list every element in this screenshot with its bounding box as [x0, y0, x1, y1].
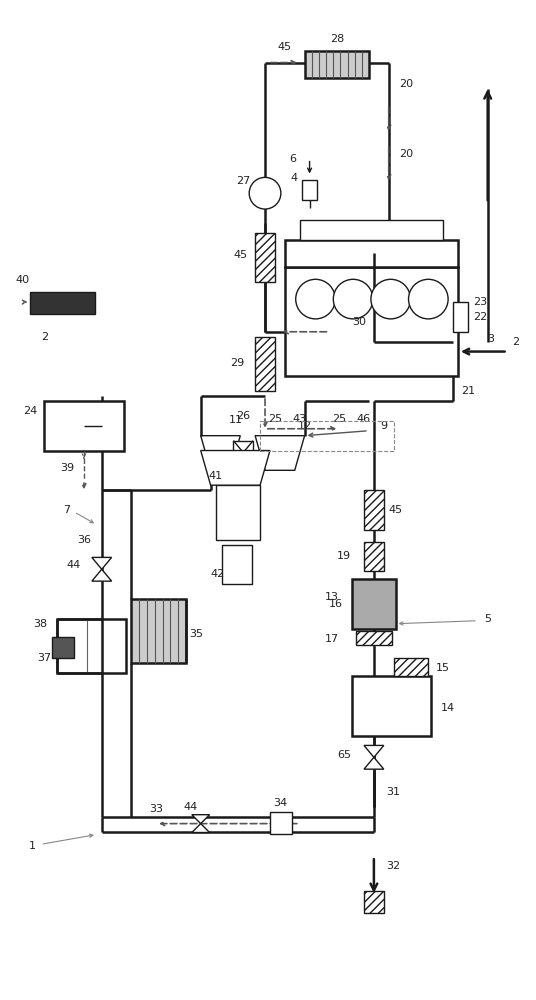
Bar: [233, 441, 253, 464]
Bar: [260, 421, 393, 451]
Text: 20: 20: [399, 79, 414, 89]
Bar: [304, 51, 369, 78]
Polygon shape: [92, 557, 111, 569]
Circle shape: [296, 279, 336, 319]
Text: 44: 44: [184, 802, 198, 812]
Text: 12: 12: [297, 421, 311, 431]
Bar: [255, 233, 275, 282]
Text: 34: 34: [273, 798, 287, 808]
Text: 45: 45: [233, 250, 247, 260]
Bar: [52, 637, 74, 658]
Bar: [364, 490, 384, 530]
Text: 44: 44: [67, 560, 81, 570]
Text: 40: 40: [16, 275, 29, 285]
Polygon shape: [192, 815, 210, 824]
Bar: [300, 220, 443, 240]
Text: 45: 45: [389, 505, 403, 515]
Text: 24: 24: [24, 406, 38, 416]
Text: 7: 7: [64, 505, 71, 515]
Bar: [302, 180, 317, 200]
Bar: [57, 619, 126, 673]
Text: 23: 23: [473, 297, 487, 307]
Polygon shape: [364, 745, 384, 757]
Bar: [356, 631, 392, 645]
Text: 27: 27: [236, 176, 250, 186]
Text: 22: 22: [473, 312, 487, 322]
Text: 35: 35: [189, 629, 203, 639]
Polygon shape: [92, 569, 111, 581]
Text: 31: 31: [386, 787, 401, 797]
Text: 26: 26: [236, 411, 250, 421]
Text: 41: 41: [209, 471, 222, 481]
Text: 13: 13: [325, 592, 339, 602]
Bar: [222, 545, 252, 584]
Text: 37: 37: [38, 653, 51, 663]
Text: 2: 2: [512, 337, 519, 347]
Text: 11: 11: [228, 415, 242, 425]
Text: 9: 9: [380, 421, 388, 431]
Polygon shape: [364, 757, 384, 769]
Circle shape: [371, 279, 411, 319]
Bar: [352, 579, 396, 629]
Text: 45: 45: [278, 42, 292, 52]
Text: 2: 2: [41, 332, 48, 342]
Text: 28: 28: [330, 34, 345, 44]
Text: 38: 38: [33, 619, 48, 629]
Bar: [31, 292, 95, 314]
Text: 25: 25: [268, 414, 282, 424]
Text: 25: 25: [332, 414, 346, 424]
Bar: [285, 240, 458, 267]
Text: 17: 17: [325, 634, 339, 644]
Circle shape: [408, 279, 448, 319]
Bar: [270, 812, 292, 834]
Bar: [393, 658, 428, 676]
Circle shape: [249, 177, 281, 209]
Text: 16: 16: [329, 599, 343, 609]
Text: 19: 19: [337, 551, 351, 561]
Text: 42: 42: [211, 569, 225, 579]
Text: 36: 36: [77, 535, 91, 545]
Polygon shape: [200, 436, 240, 470]
Polygon shape: [200, 451, 270, 485]
Bar: [453, 302, 468, 332]
Text: 39: 39: [60, 463, 74, 473]
Text: 65: 65: [337, 750, 351, 760]
Text: 5: 5: [484, 614, 491, 624]
Bar: [255, 337, 275, 391]
Text: 14: 14: [441, 703, 455, 713]
Circle shape: [333, 279, 373, 319]
Polygon shape: [192, 824, 210, 833]
Text: 43: 43: [293, 414, 307, 424]
Text: 6: 6: [289, 154, 296, 164]
Polygon shape: [255, 436, 304, 470]
Bar: [131, 599, 186, 663]
Bar: [285, 267, 458, 376]
Text: 30: 30: [352, 317, 366, 327]
Bar: [352, 676, 431, 736]
Text: 4: 4: [290, 173, 297, 183]
Text: 21: 21: [461, 386, 475, 396]
Bar: [215, 485, 260, 540]
Text: 3: 3: [487, 334, 494, 344]
Text: 32: 32: [386, 861, 401, 871]
Text: 46: 46: [357, 414, 371, 424]
Text: 20: 20: [399, 149, 414, 159]
Text: 1: 1: [29, 841, 36, 851]
Text: 33: 33: [149, 804, 163, 814]
Text: 29: 29: [230, 358, 244, 368]
Text: 15: 15: [436, 663, 450, 673]
Bar: [44, 401, 123, 451]
Bar: [364, 542, 384, 571]
Bar: [364, 891, 384, 913]
